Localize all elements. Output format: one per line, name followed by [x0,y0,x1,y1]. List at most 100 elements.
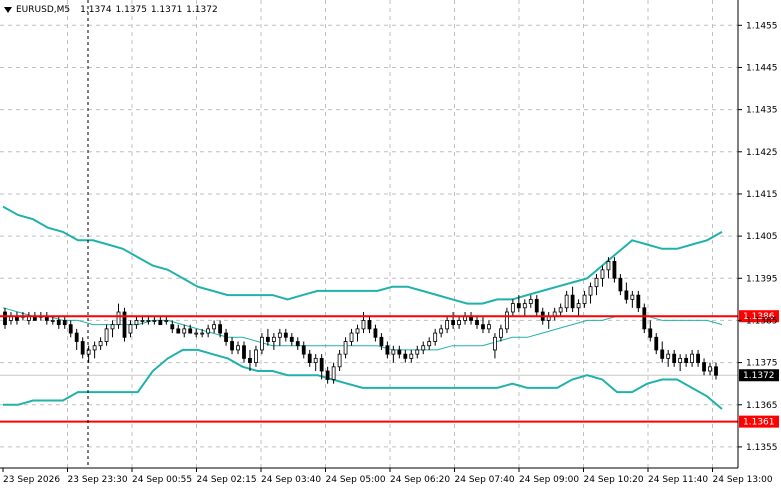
candle-body [355,328,360,334]
candle-body [289,336,294,342]
time-label: 24 Sep 02:15 [197,475,257,485]
candle [469,312,473,325]
dropdown-triangle-icon[interactable] [4,7,12,13]
candle-body [564,294,569,309]
candle [212,320,217,334]
candle [409,349,414,363]
candle-body [373,328,378,338]
candle-body [678,357,683,363]
candle [678,354,683,372]
candle-body [176,328,181,334]
candle [283,328,288,342]
candle [672,349,677,367]
candle-body [128,324,133,334]
candle-body [654,336,659,351]
candle [50,316,55,325]
candlesticks [3,257,718,384]
candle [176,324,181,334]
candle-body [158,320,163,326]
level-lines[interactable]: 1.1386 1.1361 [0,310,779,428]
candle-body [666,353,671,359]
candle [62,316,67,329]
candle [403,349,408,363]
candle-body [367,320,372,330]
candle-body [86,349,91,355]
candle-body [164,320,169,322]
candle-body [534,298,539,313]
candle-body [212,324,217,330]
candle-body [588,286,593,296]
candle [307,349,312,367]
candle-body [618,277,623,292]
candle-body [122,311,127,338]
candle-body [98,341,103,347]
price-label: 1.1405 [746,232,778,242]
candle [648,320,653,342]
candle [343,337,348,359]
candle [493,333,497,359]
current-price-tag: 1.1372 [743,371,775,381]
candle [487,320,491,334]
candle-body [606,261,611,271]
chart-header: EURUSD,M5 1.1374 1.1375 1.1371 1.1372 [4,3,218,17]
candle-body [74,332,79,342]
candle [74,328,79,350]
candle-body [62,320,67,326]
time-label: 24 Sep 10:20 [584,475,644,485]
candle-body [319,357,324,372]
candle-body [481,324,485,330]
candle-body [409,353,414,359]
candle-body [600,269,605,279]
candle-body [152,320,157,322]
candle [451,312,456,329]
candle [152,316,157,325]
candle-body [116,311,121,326]
candle-body [295,341,300,347]
candle [98,337,103,350]
candle-body [337,353,342,368]
candle-body [260,336,264,351]
candle-body [170,324,175,330]
candle-body [427,341,432,347]
candle [427,337,432,350]
candle [331,362,336,384]
candle [708,362,712,376]
candle [564,290,569,312]
price-label: 1.1375 [746,359,778,369]
candle [576,299,581,317]
candle-body [283,332,288,338]
candle [122,307,127,342]
candle [164,316,169,325]
candle-body [140,320,145,322]
candle-body [110,324,115,330]
candle-body [307,353,312,363]
candle [415,345,420,359]
candle [224,328,228,346]
candle-body [576,303,581,309]
candle [349,328,354,346]
candle-body [690,353,695,363]
candle [510,299,515,317]
candle [68,320,73,338]
current-price-tag-bg [739,369,779,382]
candle-body [343,341,348,355]
time-label: 24 Sep 07:40 [455,475,515,485]
candle [528,295,533,308]
candle [696,349,700,367]
candle-body [510,303,515,313]
candle-body [684,357,689,363]
candle [337,349,342,372]
axis-labels: 1.1455 1.1445 1.1435 1.1425 1.1415 1.1405 1.13… [3,21,779,485]
time-label: 24 Sep 13:00 [713,475,773,485]
candle [361,312,366,334]
candle [92,341,97,359]
candle-body [248,357,252,363]
candle-body [499,328,503,338]
candle [684,354,689,367]
candle [445,316,450,334]
level-label-bg [739,310,779,323]
candle [367,316,372,334]
time-label: 24 Sep 00:55 [132,475,192,485]
